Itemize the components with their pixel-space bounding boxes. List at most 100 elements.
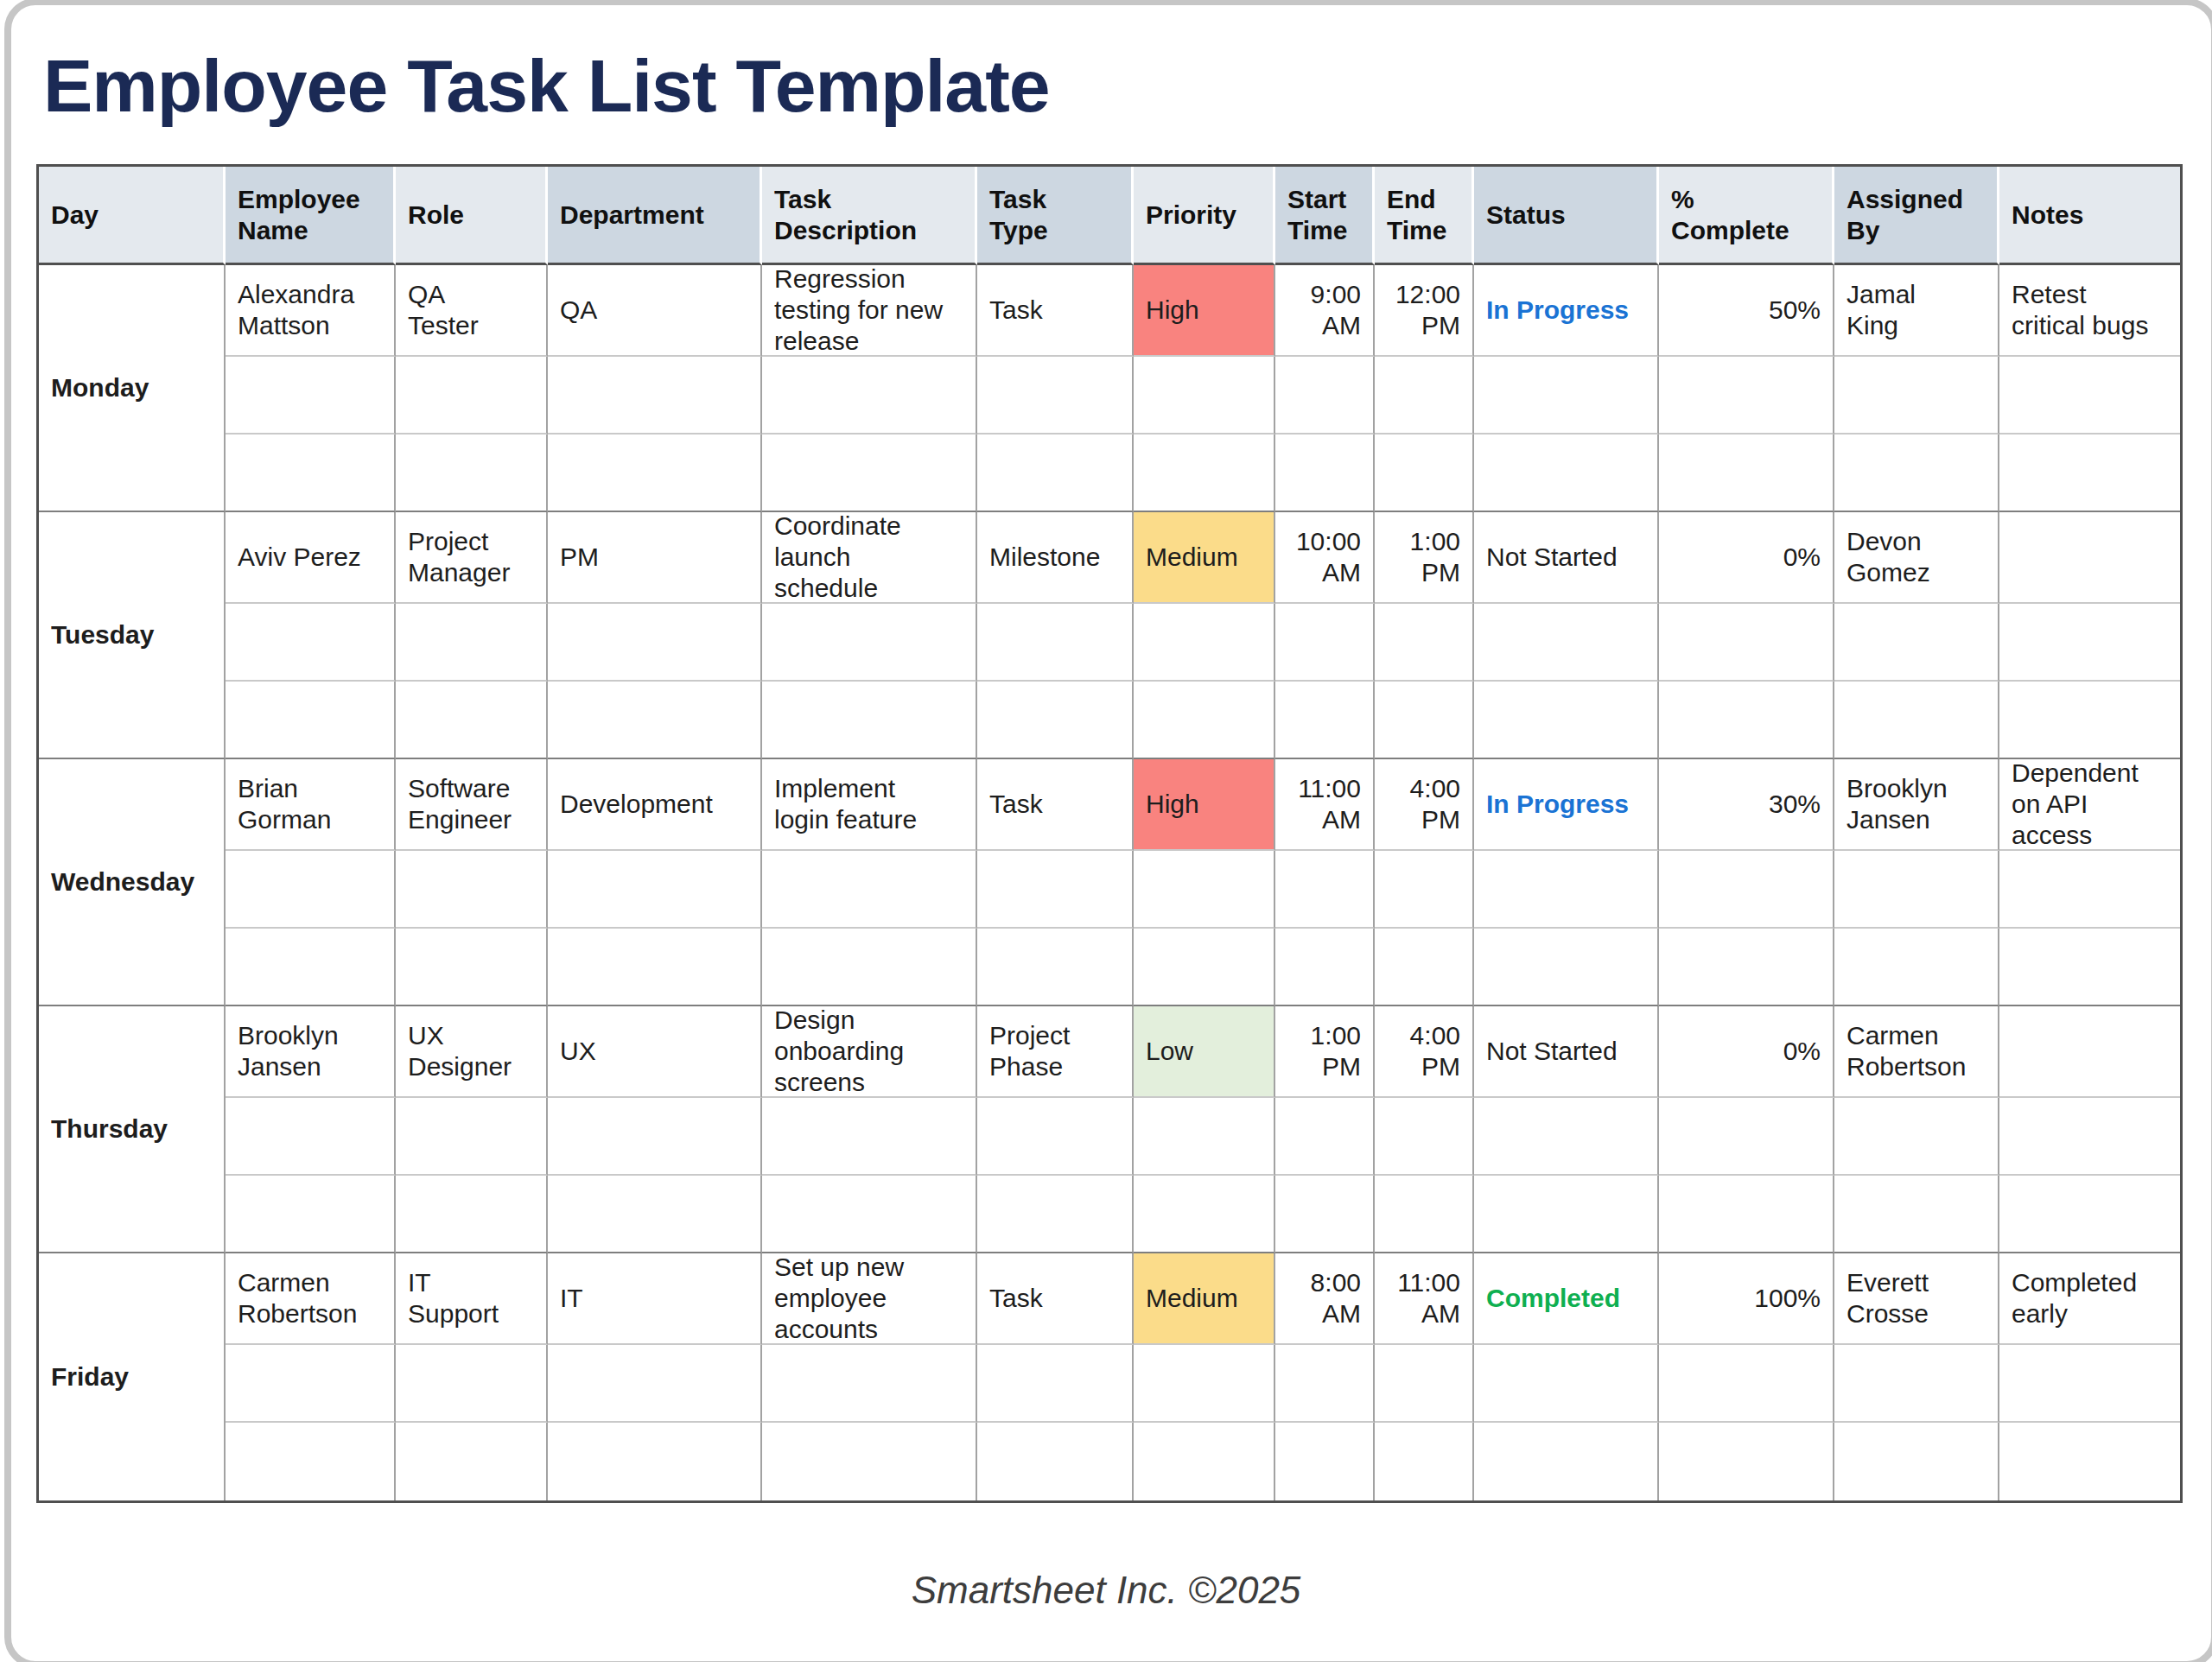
empty-cell: [1134, 1423, 1275, 1500]
empty-cell: [1275, 682, 1375, 759]
empty-cell: [1834, 435, 1999, 512]
empty-cell: [1474, 851, 1659, 929]
header-department: Department: [548, 167, 762, 265]
start-time-cell: 11:00 AM: [1275, 759, 1375, 851]
empty-cell: [1834, 357, 1999, 435]
notes-cell: [1999, 512, 2180, 604]
end-time-cell: 1:00 PM: [1375, 512, 1474, 604]
priority-cell: Medium: [1134, 512, 1275, 604]
department-cell: PM: [548, 512, 762, 604]
empty-cell: [762, 929, 977, 1006]
empty-cell: [1659, 929, 1834, 1006]
empty-cell: [396, 357, 548, 435]
empty-cell: [762, 435, 977, 512]
empty-cell: [1474, 357, 1659, 435]
empty-cell: [1134, 604, 1275, 682]
empty-cell: [762, 1423, 977, 1500]
task-description-cell: Coordinate launch schedule: [762, 512, 977, 604]
footer-attribution: Smartsheet Inc. ©2025: [0, 1569, 2212, 1612]
empty-cell: [1275, 851, 1375, 929]
empty-cell: [1474, 1098, 1659, 1176]
empty-cell: [1375, 929, 1474, 1006]
header-assigned-by: Assigned By: [1834, 167, 1999, 265]
empty-cell: [1999, 929, 2180, 1006]
empty-cell: [1999, 1176, 2180, 1253]
day-cell: Tuesday: [39, 512, 226, 759]
day-cell: Wednesday: [39, 759, 226, 1006]
empty-cell: [226, 1345, 396, 1423]
empty-cell: [977, 851, 1134, 929]
task-description-cell: Implement login feature: [762, 759, 977, 851]
page-title: Employee Task List Template: [43, 43, 1050, 129]
day-cell: Monday: [39, 265, 226, 512]
empty-cell: [1134, 435, 1275, 512]
role-cell: Project Manager: [396, 512, 548, 604]
empty-cell: [1275, 1176, 1375, 1253]
department-cell: Development: [548, 759, 762, 851]
empty-cell: [548, 435, 762, 512]
empty-cell: [396, 682, 548, 759]
empty-cell: [1834, 682, 1999, 759]
task-type-cell: Task: [977, 759, 1134, 851]
empty-cell: [396, 1345, 548, 1423]
empty-cell: [977, 604, 1134, 682]
empty-cell: [396, 435, 548, 512]
header-priority: Priority: [1134, 167, 1275, 265]
empty-cell: [396, 1423, 548, 1500]
day-cell: Friday: [39, 1253, 226, 1500]
empty-cell: [396, 851, 548, 929]
end-time-cell: 4:00 PM: [1375, 1006, 1474, 1098]
empty-cell: [1474, 929, 1659, 1006]
empty-cell: [1275, 929, 1375, 1006]
department-cell: UX: [548, 1006, 762, 1098]
empty-cell: [1375, 435, 1474, 512]
empty-cell: [1834, 851, 1999, 929]
empty-cell: [226, 357, 396, 435]
empty-cell: [226, 1423, 396, 1500]
empty-cell: [1375, 851, 1474, 929]
empty-cell: [226, 604, 396, 682]
empty-cell: [977, 1423, 1134, 1500]
status-cell: Not Started: [1474, 1006, 1659, 1098]
header-start-time: Start Time: [1275, 167, 1375, 265]
empty-cell: [977, 357, 1134, 435]
empty-cell: [1474, 1345, 1659, 1423]
header-percent-complete: % Complete: [1659, 167, 1834, 265]
empty-cell: [1134, 357, 1275, 435]
task-description-cell: Design onboarding screens: [762, 1006, 977, 1098]
empty-cell: [1659, 1345, 1834, 1423]
empty-cell: [1134, 929, 1275, 1006]
empty-cell: [1659, 682, 1834, 759]
empty-cell: [1834, 1423, 1999, 1500]
empty-cell: [1134, 1098, 1275, 1176]
status-cell: In Progress: [1474, 265, 1659, 357]
empty-cell: [548, 929, 762, 1006]
day-cell: Thursday: [39, 1006, 226, 1253]
empty-cell: [1659, 1176, 1834, 1253]
empty-cell: [226, 929, 396, 1006]
empty-cell: [1275, 1098, 1375, 1176]
empty-cell: [1659, 357, 1834, 435]
status-cell: Not Started: [1474, 512, 1659, 604]
role-cell: UX Designer: [396, 1006, 548, 1098]
empty-cell: [396, 1176, 548, 1253]
empty-cell: [1834, 604, 1999, 682]
empty-cell: [1659, 1423, 1834, 1500]
empty-cell: [1834, 1345, 1999, 1423]
empty-cell: [548, 682, 762, 759]
empty-cell: [396, 929, 548, 1006]
start-time-cell: 10:00 AM: [1275, 512, 1375, 604]
notes-cell: Retest critical bugs: [1999, 265, 2180, 357]
empty-cell: [977, 929, 1134, 1006]
empty-cell: [1834, 1176, 1999, 1253]
status-cell: Completed: [1474, 1253, 1659, 1345]
end-time-cell: 4:00 PM: [1375, 759, 1474, 851]
employee-name-cell: Carmen Robertson: [226, 1253, 396, 1345]
role-cell: Software Engineer: [396, 759, 548, 851]
empty-cell: [1134, 1345, 1275, 1423]
notes-cell: Completed early: [1999, 1253, 2180, 1345]
percent-complete-cell: 0%: [1659, 1006, 1834, 1098]
empty-cell: [1999, 1423, 2180, 1500]
header-role: Role: [396, 167, 548, 265]
empty-cell: [977, 1345, 1134, 1423]
